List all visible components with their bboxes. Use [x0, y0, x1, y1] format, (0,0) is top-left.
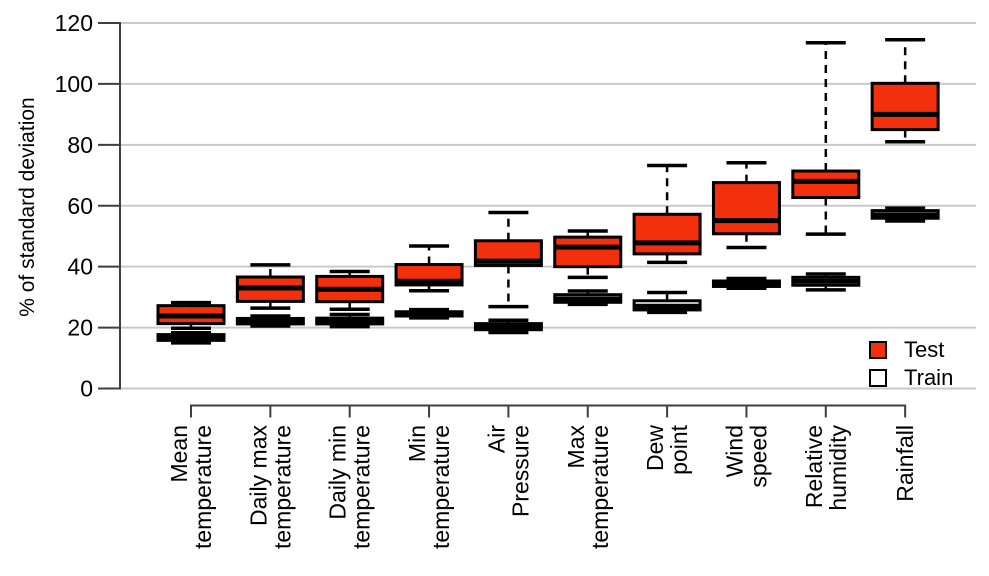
- x-category-label-rainfall-line1: Rainfall: [892, 425, 918, 502]
- boxplot-test-rainfall: [870, 38, 940, 144]
- boxplot-train-max-temperature: [553, 289, 623, 307]
- x-category-label-daily-max-temperature-line1: Daily max: [245, 425, 271, 526]
- legend-item-train: Train: [869, 364, 953, 392]
- boxplot-train-wind-speed: [711, 276, 781, 291]
- boxplot-test-wind-speed: [711, 161, 781, 250]
- boxplot-train-relative-humidity: [791, 272, 861, 292]
- y-tick-label-60: 60: [67, 193, 93, 219]
- y-tick-label-0: 0: [80, 376, 93, 402]
- legend-train-label: Train: [904, 365, 954, 390]
- x-category-label-max-temperature-line2: temperature: [587, 425, 613, 549]
- x-category-label-dew-point-line2: point: [666, 424, 692, 474]
- x-category-label-daily-min-temperature-line1: Daily min: [325, 425, 351, 520]
- x-category-label-mean-temperature-line2: temperature: [190, 425, 216, 549]
- x-category-label-dew-point-line1: Dew: [642, 425, 668, 471]
- boxplot-test-relative-humidity: [791, 41, 861, 236]
- boxplot-test-dew-point: [632, 163, 702, 265]
- boxplot-train-dew-point: [632, 290, 702, 315]
- x-category-label-wind-speed-line2: speed: [745, 425, 771, 488]
- x-category-label-min-temperature-line1: Min: [404, 425, 430, 462]
- x-category-label-wind-speed-line1: Wind: [721, 425, 747, 477]
- x-category-label-mean-temperature-line1: Mean: [166, 425, 192, 483]
- iqr-box: [632, 212, 702, 256]
- x-category-label-max-temperature-line1: Max: [563, 425, 589, 469]
- legend-train-swatch-icon: [869, 369, 887, 387]
- y-tick-label-20: 20: [67, 315, 93, 341]
- x-category-label-air-pressure-line1: Air: [483, 425, 509, 453]
- iqr-box: [870, 81, 940, 132]
- y-tick-label-80: 80: [67, 132, 93, 158]
- boxplot-train-mean-temperature: [156, 331, 226, 345]
- legend-test-swatch-icon: [869, 341, 887, 359]
- boxplot-test-daily-max-temperature: [235, 263, 305, 310]
- boxplot-test-air-pressure: [473, 210, 543, 309]
- x-category-label-relative-humidity-line2: humidity: [825, 425, 851, 511]
- y-axis-title: % of standard deviation: [16, 97, 39, 317]
- boxplot-train-daily-min-temperature: [315, 312, 385, 329]
- boxplot-test-max-temperature: [553, 229, 623, 280]
- x-category-label-min-temperature-line2: temperature: [428, 425, 454, 549]
- boxplot-train-daily-max-temperature: [235, 314, 305, 328]
- legend-test-label: Test: [904, 337, 945, 362]
- x-category-label-daily-min-temperature-line2: temperature: [349, 425, 375, 549]
- boxplot-test-daily-min-temperature: [315, 269, 385, 312]
- legend: Test Train: [869, 336, 953, 392]
- y-tick-label-40: 40: [67, 254, 93, 280]
- boxplot-test-min-temperature: [394, 244, 464, 293]
- x-category-label-air-pressure-line2: Pressure: [507, 425, 533, 517]
- boxplot-test-mean-temperature: [156, 300, 226, 330]
- legend-item-test: Test: [869, 336, 953, 364]
- x-category-label-daily-max-temperature-line2: temperature: [269, 425, 295, 549]
- boxplot-train-air-pressure: [473, 318, 543, 335]
- iqr-box: [791, 169, 861, 200]
- y-tick-label-100: 100: [55, 71, 93, 97]
- iqr-box: [711, 181, 781, 236]
- y-tick-label-120: 120: [55, 10, 93, 36]
- x-category-label-relative-humidity-line1: Relative: [801, 425, 827, 508]
- iqr-box: [553, 235, 623, 269]
- boxplot-train-min-temperature: [394, 307, 464, 320]
- boxplot-train-rainfall: [870, 206, 940, 223]
